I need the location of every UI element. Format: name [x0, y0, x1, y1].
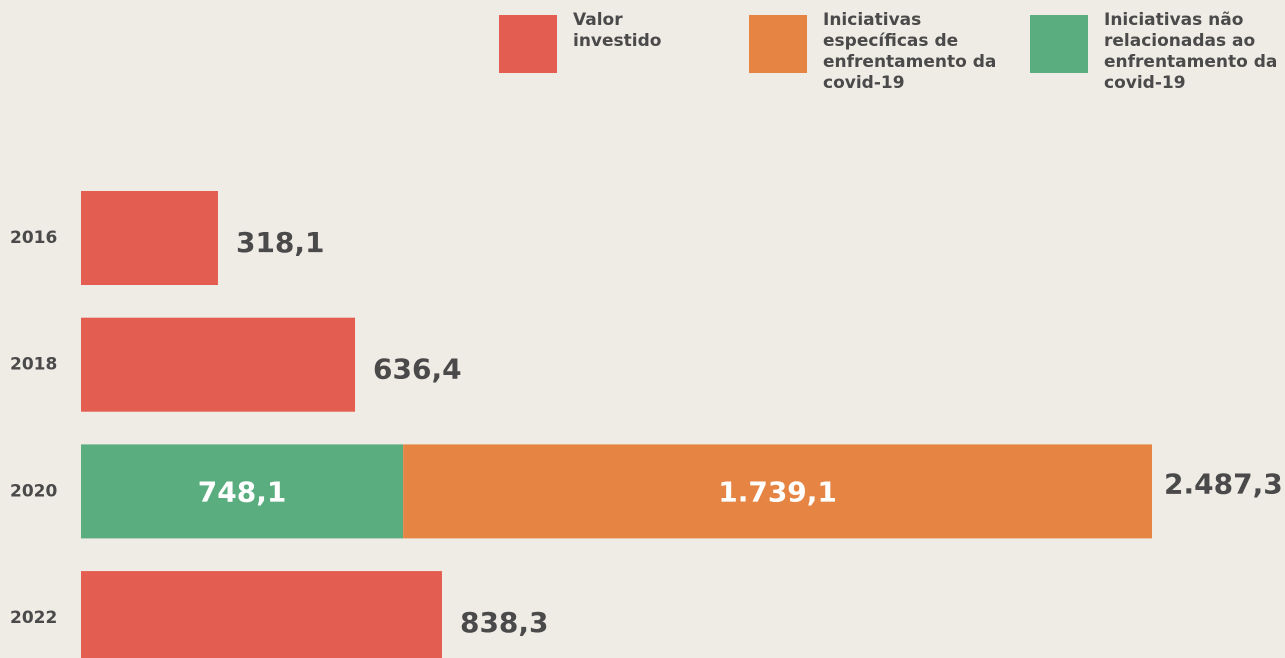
legend-label: Iniciativas específicas de enfrentamento… [823, 10, 997, 93]
value-label: 318,1 [236, 226, 325, 259]
y-tick-label: 2016 [10, 228, 57, 248]
total-label: 2.487,3 [1164, 467, 1283, 500]
legend-label: Iniciativas não relacionadas ao enfrenta… [1104, 10, 1278, 93]
legend-item: Valor investido [499, 10, 693, 73]
bar [81, 444, 404, 539]
legend-swatch [749, 15, 807, 73]
y-tick-label: 2020 [10, 481, 57, 501]
bar [81, 571, 442, 658]
legend-item: Iniciativas específicas de enfrentamento… [749, 10, 1013, 94]
y-tick-label: 2022 [10, 608, 57, 628]
value-label: 636,4 [373, 353, 462, 386]
legend-label: Valor investido [573, 10, 662, 51]
value-label: 838,3 [460, 606, 549, 639]
bar [403, 444, 1152, 539]
legend-item: Iniciativas não relacionadas ao enfrenta… [1030, 10, 1285, 94]
legend-swatch [1030, 15, 1088, 73]
legend-swatch [499, 15, 557, 73]
bar [81, 191, 218, 285]
y-tick-label: 2018 [10, 355, 57, 375]
bar [81, 317, 356, 412]
value-label: 1.739,1 [718, 475, 837, 508]
value-label: 748,1 [198, 475, 287, 508]
